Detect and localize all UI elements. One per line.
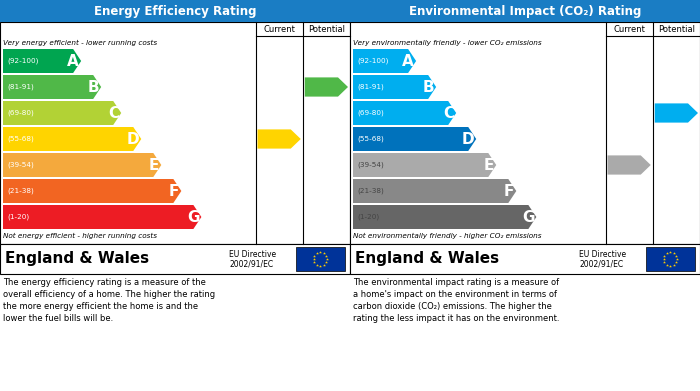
Text: 81: 81 (313, 81, 330, 93)
Text: D: D (461, 131, 474, 147)
Polygon shape (3, 153, 161, 177)
Text: A: A (402, 54, 414, 68)
Text: The energy efficiency rating is a measure of the
overall efficiency of a home. T: The energy efficiency rating is a measur… (3, 278, 215, 323)
Polygon shape (3, 49, 81, 73)
Text: (81-91): (81-91) (357, 84, 384, 90)
Text: Not environmentally friendly - higher CO₂ emissions: Not environmentally friendly - higher CO… (353, 233, 542, 239)
Polygon shape (353, 75, 436, 99)
Text: (1-20): (1-20) (7, 214, 29, 220)
Polygon shape (353, 101, 456, 125)
Text: (21-38): (21-38) (357, 188, 384, 194)
Text: 77: 77 (663, 106, 680, 120)
Text: 59: 59 (265, 133, 283, 145)
Text: (92-100): (92-100) (357, 58, 388, 64)
Text: F: F (504, 183, 514, 199)
Polygon shape (353, 205, 536, 229)
Text: (81-91): (81-91) (7, 84, 34, 90)
Text: F: F (169, 183, 179, 199)
Text: (39-54): (39-54) (7, 162, 34, 168)
Text: C: C (443, 106, 454, 120)
Text: Environmental Impact (CO₂) Rating: Environmental Impact (CO₂) Rating (409, 5, 641, 18)
Text: (39-54): (39-54) (357, 162, 384, 168)
Polygon shape (3, 179, 181, 203)
Polygon shape (608, 155, 651, 175)
Text: B: B (423, 79, 434, 95)
Text: G: G (187, 210, 199, 224)
Text: Potential: Potential (308, 25, 345, 34)
Text: Very energy efficient - lower running costs: Very energy efficient - lower running co… (3, 40, 157, 46)
Bar (0, 244, 350, 274)
Text: 2002/91/EC: 2002/91/EC (230, 260, 274, 269)
Text: England & Wales: England & Wales (5, 251, 149, 267)
Text: (92-100): (92-100) (7, 58, 38, 64)
Bar (350, 0, 700, 22)
Polygon shape (353, 153, 496, 177)
Text: EU Directive: EU Directive (580, 250, 627, 259)
Text: (1-20): (1-20) (357, 214, 379, 220)
Text: EU Directive: EU Directive (230, 250, 276, 259)
Polygon shape (654, 103, 698, 123)
Text: Potential: Potential (658, 25, 695, 34)
Text: E: E (484, 158, 494, 172)
Text: G: G (522, 210, 534, 224)
Bar (350, 244, 700, 274)
Polygon shape (3, 205, 202, 229)
Polygon shape (353, 49, 416, 73)
Text: A: A (67, 54, 79, 68)
Text: (69-80): (69-80) (357, 110, 384, 116)
Text: Very environmentally friendly - lower CO₂ emissions: Very environmentally friendly - lower CO… (353, 40, 542, 46)
Bar (0, 22, 350, 244)
Text: (21-38): (21-38) (7, 188, 34, 194)
Polygon shape (3, 101, 121, 125)
Text: E: E (149, 158, 160, 172)
Bar (350, 22, 700, 244)
Text: (69-80): (69-80) (7, 110, 34, 116)
Text: B: B (88, 79, 99, 95)
Text: 51: 51 (615, 158, 633, 172)
Polygon shape (258, 129, 301, 149)
Polygon shape (3, 127, 141, 151)
Text: Current: Current (613, 25, 645, 34)
Text: (55-68): (55-68) (357, 136, 384, 142)
Text: (55-68): (55-68) (7, 136, 34, 142)
Text: Current: Current (263, 25, 295, 34)
Text: Energy Efficiency Rating: Energy Efficiency Rating (94, 5, 256, 18)
Polygon shape (353, 179, 517, 203)
Bar (645, 247, 694, 271)
Text: D: D (127, 131, 139, 147)
Text: The environmental impact rating is a measure of
a home's impact on the environme: The environmental impact rating is a mea… (353, 278, 559, 323)
Bar (295, 247, 344, 271)
Polygon shape (3, 75, 101, 99)
Text: C: C (108, 106, 119, 120)
Polygon shape (353, 127, 476, 151)
Polygon shape (304, 77, 348, 97)
Text: Not energy efficient - higher running costs: Not energy efficient - higher running co… (3, 233, 157, 239)
Bar (0, 0, 350, 22)
Text: England & Wales: England & Wales (355, 251, 499, 267)
Text: 2002/91/EC: 2002/91/EC (580, 260, 624, 269)
